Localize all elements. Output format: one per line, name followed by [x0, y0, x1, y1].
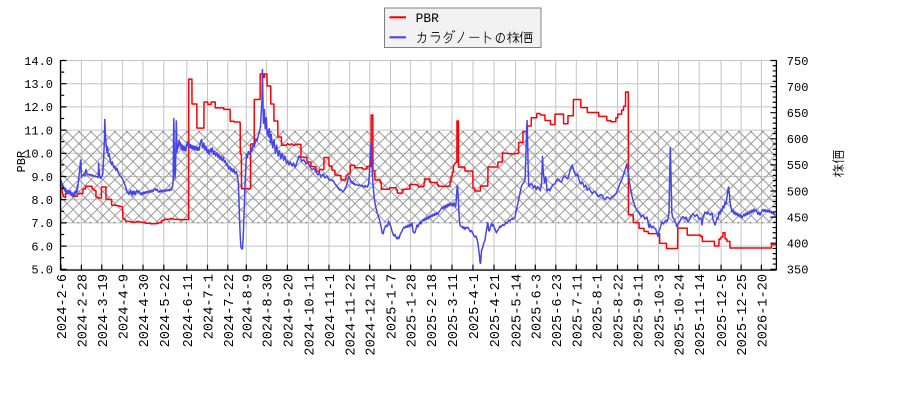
- svg-text:2025-10-3: 2025-10-3: [654, 274, 669, 347]
- svg-text:12.0: 12.0: [24, 101, 53, 115]
- svg-text:8.0: 8.0: [31, 194, 53, 208]
- svg-text:750: 750: [787, 55, 809, 69]
- svg-text:500: 500: [787, 185, 809, 199]
- svg-text:2026-1-20: 2026-1-20: [756, 274, 771, 347]
- svg-text:2024-8-30: 2024-8-30: [262, 274, 277, 347]
- svg-text:2024-4-30: 2024-4-30: [138, 274, 153, 347]
- svg-text:2024-5-22: 2024-5-22: [159, 274, 174, 347]
- svg-text:2024-2-28: 2024-2-28: [76, 274, 91, 347]
- svg-text:7.0: 7.0: [31, 217, 53, 231]
- svg-text:2025-12-5: 2025-12-5: [716, 274, 731, 347]
- svg-text:9.0: 9.0: [31, 171, 53, 185]
- svg-text:13.0: 13.0: [24, 78, 53, 92]
- svg-text:2025-4-1: 2025-4-1: [468, 274, 483, 339]
- svg-text:2024-11-1: 2024-11-1: [324, 274, 339, 347]
- svg-text:600: 600: [787, 133, 809, 147]
- svg-text:PBR: PBR: [416, 11, 439, 26]
- svg-text:400: 400: [787, 238, 809, 252]
- svg-text:2024-4-9: 2024-4-9: [118, 274, 133, 339]
- svg-text:2025-4-21: 2025-4-21: [489, 274, 504, 347]
- svg-text:2024-9-20: 2024-9-20: [282, 274, 297, 347]
- svg-text:2024-10-11: 2024-10-11: [303, 274, 318, 356]
- svg-text:10.0: 10.0: [24, 148, 53, 162]
- svg-text:2025-6-3: 2025-6-3: [530, 274, 545, 339]
- svg-text:700: 700: [787, 81, 809, 95]
- svg-text:2025-1-28: 2025-1-28: [406, 274, 421, 347]
- svg-text:2025-9-11: 2025-9-11: [633, 274, 648, 347]
- svg-text:11.0: 11.0: [24, 124, 53, 138]
- svg-text:2025-12-25: 2025-12-25: [736, 274, 751, 356]
- svg-text:450: 450: [787, 211, 809, 225]
- svg-text:350: 350: [787, 264, 809, 278]
- svg-text:2025-2-18: 2025-2-18: [426, 274, 441, 347]
- svg-text:14.0: 14.0: [24, 55, 53, 69]
- svg-text:2024-6-11: 2024-6-11: [182, 274, 197, 347]
- svg-text:2024-7-22: 2024-7-22: [223, 274, 238, 347]
- svg-text:PBR: PBR: [15, 151, 29, 173]
- svg-text:2025-8-1: 2025-8-1: [592, 274, 607, 339]
- svg-text:2025-5-14: 2025-5-14: [511, 274, 526, 347]
- svg-text:2025-8-22: 2025-8-22: [613, 274, 628, 347]
- svg-text:2025-10-24: 2025-10-24: [674, 274, 689, 356]
- svg-text:2024-11-22: 2024-11-22: [345, 274, 360, 356]
- svg-text:2025-3-11: 2025-3-11: [447, 274, 462, 347]
- svg-text:2024-8-9: 2024-8-9: [241, 274, 256, 339]
- svg-text:650: 650: [787, 107, 809, 121]
- svg-text:2024-3-19: 2024-3-19: [97, 274, 112, 347]
- svg-text:550: 550: [787, 159, 809, 173]
- svg-text:2025-1-7: 2025-1-7: [386, 274, 401, 339]
- svg-text:2025-6-23: 2025-6-23: [551, 274, 566, 347]
- svg-text:2024-7-1: 2024-7-1: [203, 274, 218, 339]
- svg-text:6.0: 6.0: [31, 240, 53, 254]
- svg-text:2025-7-11: 2025-7-11: [571, 274, 586, 347]
- svg-text:2024-2-6: 2024-2-6: [56, 274, 71, 339]
- svg-text:5.0: 5.0: [31, 264, 53, 278]
- svg-text:2025-11-14: 2025-11-14: [694, 274, 709, 356]
- svg-text:2024-12-12: 2024-12-12: [365, 274, 380, 356]
